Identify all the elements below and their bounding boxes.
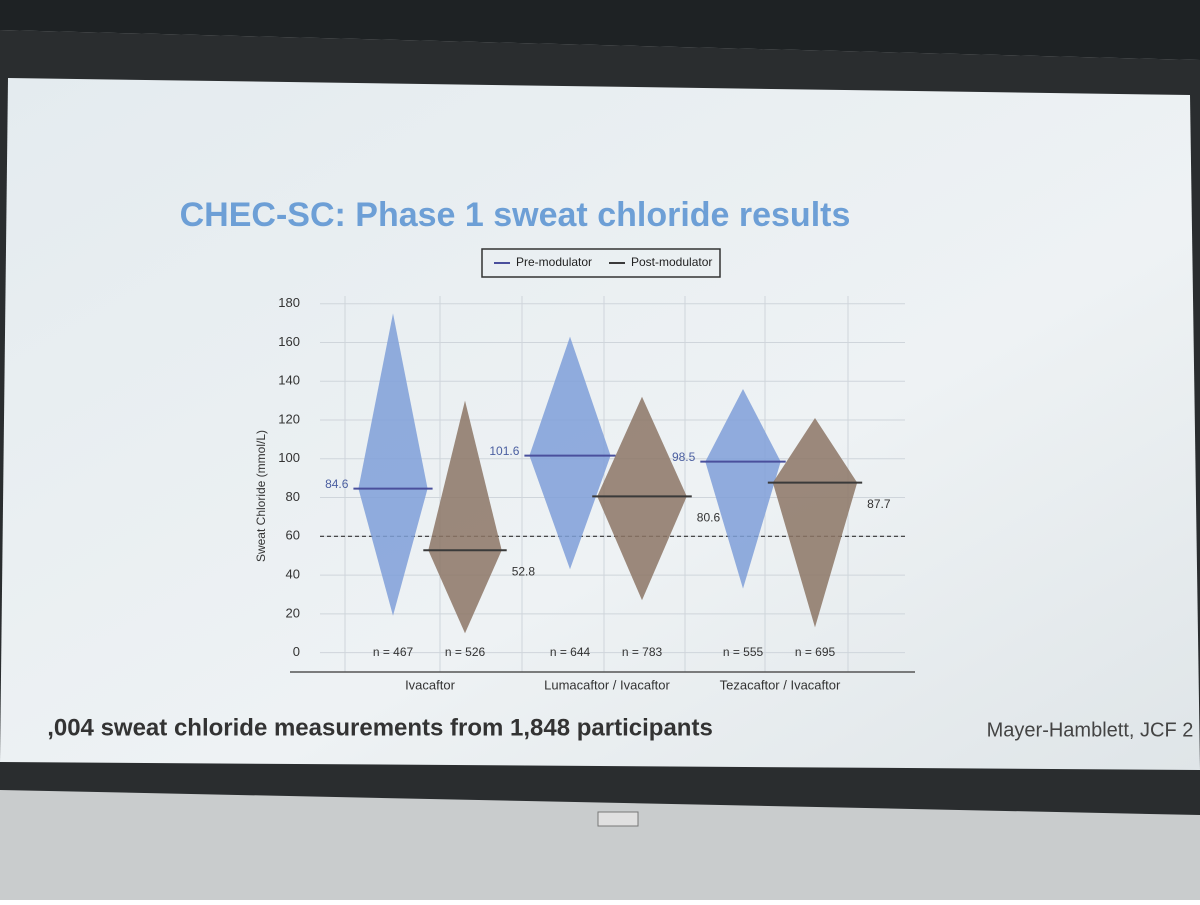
y-tick-label: 120 [278,411,300,426]
y-tick-label: 40 [286,567,300,582]
y-tick-label: 100 [278,450,300,465]
n-label: n = 644 [550,645,591,659]
median-label: 52.8 [512,564,536,578]
y-tick-label: 0 [293,644,300,659]
legend-label: Pre-modulator [516,255,592,269]
n-label: n = 695 [795,645,836,659]
y-tick-label: 180 [278,295,300,310]
chart-title: CHEC-SC: Phase 1 sweat chloride results [180,196,851,234]
citation: Mayer-Hamblett, JCF 2 [987,719,1194,741]
swarm [705,388,781,589]
swarm [597,396,687,601]
slide [0,78,1200,770]
n-label: n = 555 [723,645,764,659]
median-label: 80.6 [697,511,721,525]
median-label: 101.6 [489,444,519,458]
median-label: 84.6 [325,477,349,491]
median-label: 87.7 [867,497,891,511]
n-label: n = 467 [373,645,414,659]
x-tick-label: Tezacaftor / Ivacaftor [720,677,841,692]
y-tick-label: 80 [286,489,300,504]
n-label: n = 783 [622,645,663,659]
swarm [529,336,611,570]
swarm [358,313,428,616]
y-tick-label: 20 [286,605,300,620]
n-label: n = 526 [445,645,486,659]
swarm [772,418,858,628]
x-tick-label: Lumacaftor / Ivacaftor [544,677,670,692]
footer: ,004 sweat chloride measurements from 1,… [47,714,713,741]
median-label: 98.5 [672,450,696,464]
x-tick-label: Ivacaftor [405,677,456,692]
legend-box [481,248,721,278]
y-tick-label: 140 [278,373,300,388]
screen-handle [597,811,639,827]
legend-label: Post-modulator [631,255,712,269]
swarm [428,400,502,634]
ceiling [0,0,1200,60]
y-tick-label: 160 [278,334,300,349]
y-tick-label: 60 [286,528,300,543]
y-axis-label: Sweat Chloride (mmol/L) [254,430,268,562]
